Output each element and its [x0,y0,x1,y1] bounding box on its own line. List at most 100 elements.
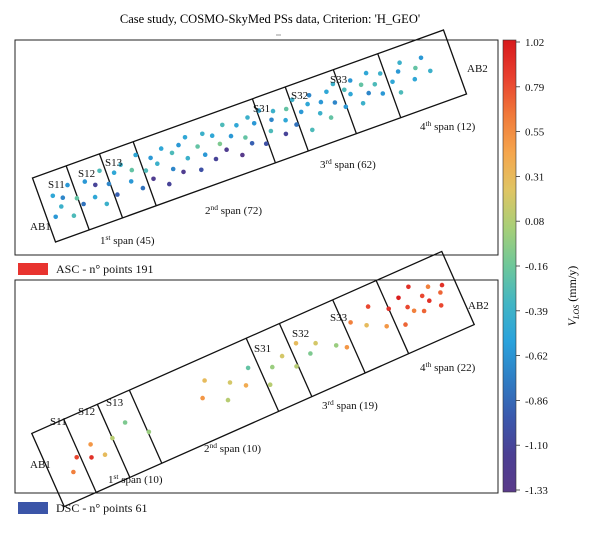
dsc-legend-swatch [18,502,48,514]
asc-legend-text: ASC - n° points 191 [56,262,153,276]
ps-point [228,133,234,139]
span-separator [132,141,157,206]
ps-point [234,123,239,128]
ps-point [181,169,186,175]
colorbar-tick-label: -0.86 [525,395,548,407]
pier-label: S32 [292,328,309,340]
ps-point [106,181,112,187]
ps-point [328,115,334,120]
span-separator [278,323,313,397]
ps-point [169,150,175,156]
colorbar-label-unit: (mm/y) [565,266,579,305]
ps-point [390,79,395,85]
ps-point [158,146,164,151]
ps-point [225,397,231,403]
ps-point [270,108,276,114]
ps-point [251,121,257,126]
dsc-panel-frame [14,279,499,494]
ps-point [269,117,274,123]
span-separator [128,389,163,464]
ps-point [324,89,329,95]
ps-point [438,290,443,295]
ps-point [412,76,418,82]
abutment-end-label: AB2 [468,300,489,312]
colorbar-label: VLOS (mm/y) [565,266,581,327]
ps-point [60,195,66,200]
span-label: 2nd span (72) [205,203,262,217]
ps-point [294,122,299,127]
ps-point [88,442,93,447]
ps-point [360,101,366,106]
colorbar-ticks: 1.02 0.79 0.55 0.31 0.08 -0.16 -0.39 -0.62 -0.86… [516,37,548,497]
ps-point [332,100,338,105]
asc-points [50,55,433,220]
ps-point [438,303,444,308]
ps-point [115,192,120,197]
ps-point [182,135,188,140]
span-label: 4th span (22) [420,360,476,374]
ps-point [406,284,411,290]
span-label: 3rd span (62) [320,157,376,171]
dsc-labels: S11 S12 S13 S31 S32 S33 AB1 AB2 1st span (10) 2nd… [30,300,489,486]
ps-point [53,214,58,220]
colorbar-tick-label: 1.02 [525,37,544,49]
ps-point [279,353,285,359]
ps-point [395,69,401,74]
ps-point [364,323,369,328]
span-separator [251,98,277,164]
ps-point [129,167,135,173]
figure-title: Case study, COSMO-SkyMed PSs data, Crite… [120,12,420,26]
ps-point [348,320,353,325]
ps-point [240,152,245,158]
span-label: 2nd span (10) [204,441,261,455]
abutment-start-label: AB1 [30,459,51,471]
ps-point [224,147,229,152]
colorbar-tick-label: 0.79 [525,82,545,94]
ps-point [347,78,353,83]
asc-legend-swatch [18,263,48,275]
ps-point [71,213,77,218]
ps-point [195,144,200,149]
colorbar-tick-label: -1.33 [525,485,548,497]
ps-point [384,324,390,329]
dsc-bridge-outline [30,250,476,508]
ps-point [74,195,80,201]
ps-point [298,109,304,115]
ps-point [342,87,347,93]
ps-point [200,131,205,137]
ps-point [59,204,64,209]
ps-point [143,168,149,173]
ps-point [421,308,427,314]
ps-point [102,452,108,458]
span-label: 1st span (45) [100,233,155,247]
ps-point [71,469,76,475]
ps-point [306,93,312,98]
pier-label: S31 [253,103,270,115]
colorbar-label-sub: LOS [572,305,581,320]
ps-point [398,90,404,95]
ps-point [256,108,262,113]
ps-point [213,156,219,162]
ps-point [427,298,432,304]
ps-point [396,295,401,301]
ps-point [170,166,176,172]
ps-point [227,380,233,385]
dsc-legend-text: DSC - n° points 61 [56,501,147,515]
ps-point [366,90,372,96]
ps-point [50,193,56,199]
ps-point [330,81,336,87]
ps-point [344,345,350,350]
ps-point [92,194,98,200]
abutment-start-label: AB1 [30,221,51,233]
ps-point [318,99,324,105]
span-separator [63,418,97,493]
asc-labels: S11 S12 S13 S31 S32 S33 AB1 AB2 1st span (45) 2nd… [30,63,488,247]
ps-point [386,306,392,312]
ps-point [82,179,88,184]
span-label: 4th span (12) [420,119,476,133]
bridge-deck-outline [31,29,468,243]
pier-label: S31 [254,343,271,355]
ps-point [151,176,156,182]
span-separator [245,337,280,412]
ps-point [202,152,208,157]
